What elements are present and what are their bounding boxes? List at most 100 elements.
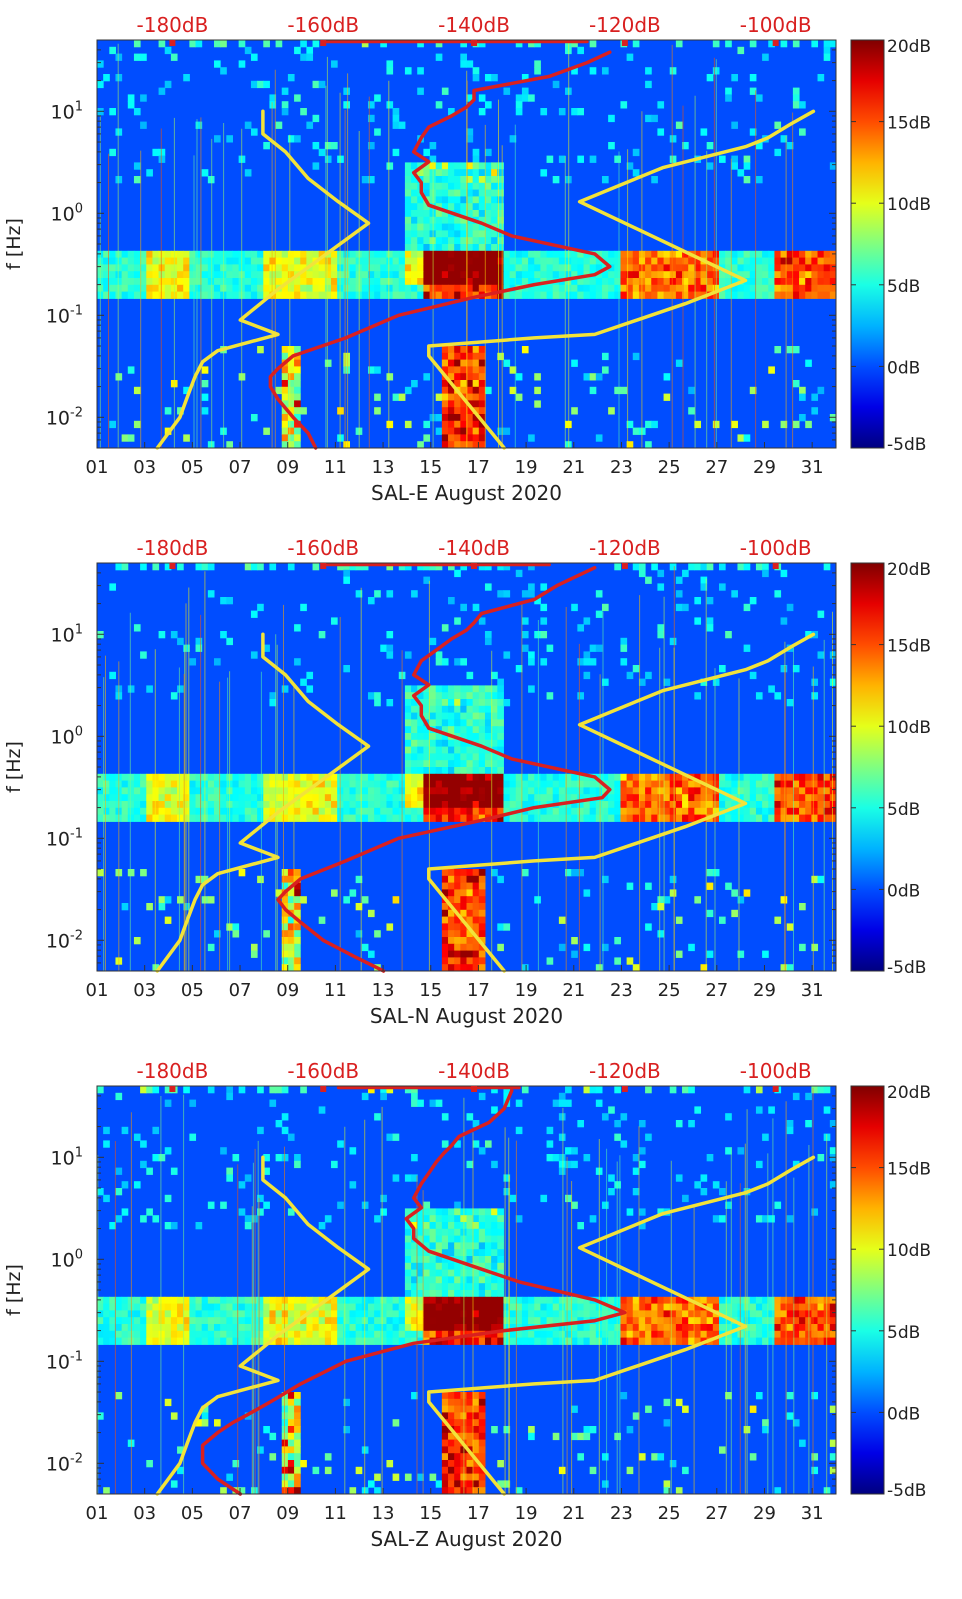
spectrogram-cell xyxy=(140,563,147,571)
spectrogram-cell xyxy=(583,617,591,625)
spectrogram-cell xyxy=(448,909,455,918)
spectrogram-cell xyxy=(343,665,350,673)
spectrogram-cell xyxy=(281,869,289,877)
spectrogram-cell xyxy=(497,352,504,361)
spectrogram-cell xyxy=(521,1337,529,1345)
spectrogram-cell xyxy=(768,780,775,788)
spectrogram-cell xyxy=(318,278,326,286)
spectrogram-cell xyxy=(478,733,486,741)
spectrogram-cell xyxy=(466,1392,474,1400)
spectrogram-cell xyxy=(774,794,782,802)
spectrogram-cell xyxy=(755,773,763,782)
spectrogram-cell xyxy=(589,1303,597,1311)
spectrogram-cell xyxy=(528,1330,535,1339)
spectrogram-cell xyxy=(103,807,110,816)
spectrogram-cell xyxy=(435,1290,443,1298)
spectrogram-cell xyxy=(294,1439,301,1447)
spectrogram-cell xyxy=(466,1317,474,1325)
spectrogram-cell xyxy=(669,563,677,571)
spectrogram-cell xyxy=(484,692,492,700)
spectrogram-cell xyxy=(694,801,702,809)
spectrogram-cell xyxy=(472,67,480,75)
spectrogram-cell xyxy=(312,1337,320,1345)
spectrogram-cell xyxy=(497,1235,504,1243)
spectrogram-cell xyxy=(509,787,517,795)
spectrogram-cell xyxy=(404,67,412,75)
spectrogram-cell xyxy=(755,1160,763,1169)
spectrogram-cell xyxy=(103,773,110,782)
spectrogram-cell xyxy=(121,563,129,571)
spectrogram-cell xyxy=(460,352,467,361)
spectrogram-cell xyxy=(263,1154,270,1162)
spectrogram-cell xyxy=(140,1215,147,1223)
spectrogram-cell xyxy=(589,814,597,822)
spectrogram-cell xyxy=(595,1086,603,1094)
spectrogram-cell xyxy=(682,794,689,802)
spectrogram-cell xyxy=(281,101,289,109)
spectrogram-cell xyxy=(601,67,609,75)
spectrogram-cell xyxy=(343,278,350,286)
spectrogram-cell xyxy=(294,780,301,788)
spectrogram-cell xyxy=(663,1303,671,1311)
spectrogram-cell xyxy=(392,271,400,279)
spectrogram-cell xyxy=(411,1324,418,1332)
spectrogram-cell xyxy=(275,889,283,897)
spectrogram-cell xyxy=(626,794,634,802)
spectrogram-cell xyxy=(448,284,455,293)
spectrogram-cell xyxy=(743,291,751,299)
spectrogram-cell xyxy=(140,1337,147,1345)
spectrogram-cell xyxy=(614,250,621,259)
spectrogram-cell xyxy=(675,807,683,816)
spectrogram-cell xyxy=(472,882,480,890)
spectrogram-cell xyxy=(411,685,418,693)
spectrogram-cell xyxy=(552,1337,560,1345)
spectrogram-cell xyxy=(558,807,566,816)
spectrogram-cell xyxy=(324,1310,332,1318)
spectrogram-cell xyxy=(484,244,492,252)
spectrogram-cell xyxy=(232,801,240,809)
spectrogram-cell xyxy=(195,644,203,652)
spectrogram-cell xyxy=(478,216,486,225)
x-tick-label: 19 xyxy=(515,980,538,1001)
spectrogram-cell xyxy=(491,1426,498,1434)
spectrogram-cell xyxy=(201,407,209,415)
spectrogram-cell xyxy=(731,801,738,809)
spectrogram-cell xyxy=(170,53,178,61)
spectrogram-cell xyxy=(669,787,677,795)
spectrogram-cell xyxy=(755,1215,763,1223)
spectrogram-cell xyxy=(755,291,763,299)
spectrogram-cell xyxy=(170,1310,178,1318)
spectrogram-cell xyxy=(466,1276,474,1284)
spectrogram-cell xyxy=(792,665,800,673)
spectrogram-cell xyxy=(306,284,314,293)
spectrogram-cell xyxy=(448,814,455,822)
spectrogram-cell xyxy=(441,882,449,890)
spectrogram-cell xyxy=(497,746,504,754)
spectrogram-cell xyxy=(423,807,431,816)
spectrogram-cell xyxy=(466,1215,474,1223)
spectrogram-cell xyxy=(441,1426,449,1434)
spectrogram-cell xyxy=(287,794,295,802)
spectrogram-cell xyxy=(257,271,264,279)
spectrogram-cell xyxy=(503,1092,511,1101)
spectrogram-cell xyxy=(478,1222,486,1230)
spectrogram-cell xyxy=(238,814,246,822)
spectrogram-cell xyxy=(207,1086,215,1094)
spectrogram-cell xyxy=(318,1106,326,1114)
spectrogram-cell xyxy=(472,237,480,245)
spectrogram-cell xyxy=(712,1337,720,1345)
spectrogram-cell xyxy=(392,1303,400,1311)
spectrogram-cell xyxy=(620,278,628,286)
spectrogram-cell xyxy=(472,1283,480,1291)
spectrogram-cell xyxy=(497,1249,504,1257)
spectrogram-cell xyxy=(466,780,474,788)
spectrogram-cell xyxy=(287,386,295,395)
spectrogram-cell xyxy=(429,719,437,727)
spectrogram-cell xyxy=(404,705,412,714)
spectrogram-cell xyxy=(183,74,190,82)
spectrogram-cell xyxy=(682,569,689,578)
spectrogram-cell xyxy=(133,807,141,816)
spectrogram-cell xyxy=(367,291,375,299)
spectrogram-cell xyxy=(688,1317,695,1325)
spectrogram-cell xyxy=(762,264,769,272)
